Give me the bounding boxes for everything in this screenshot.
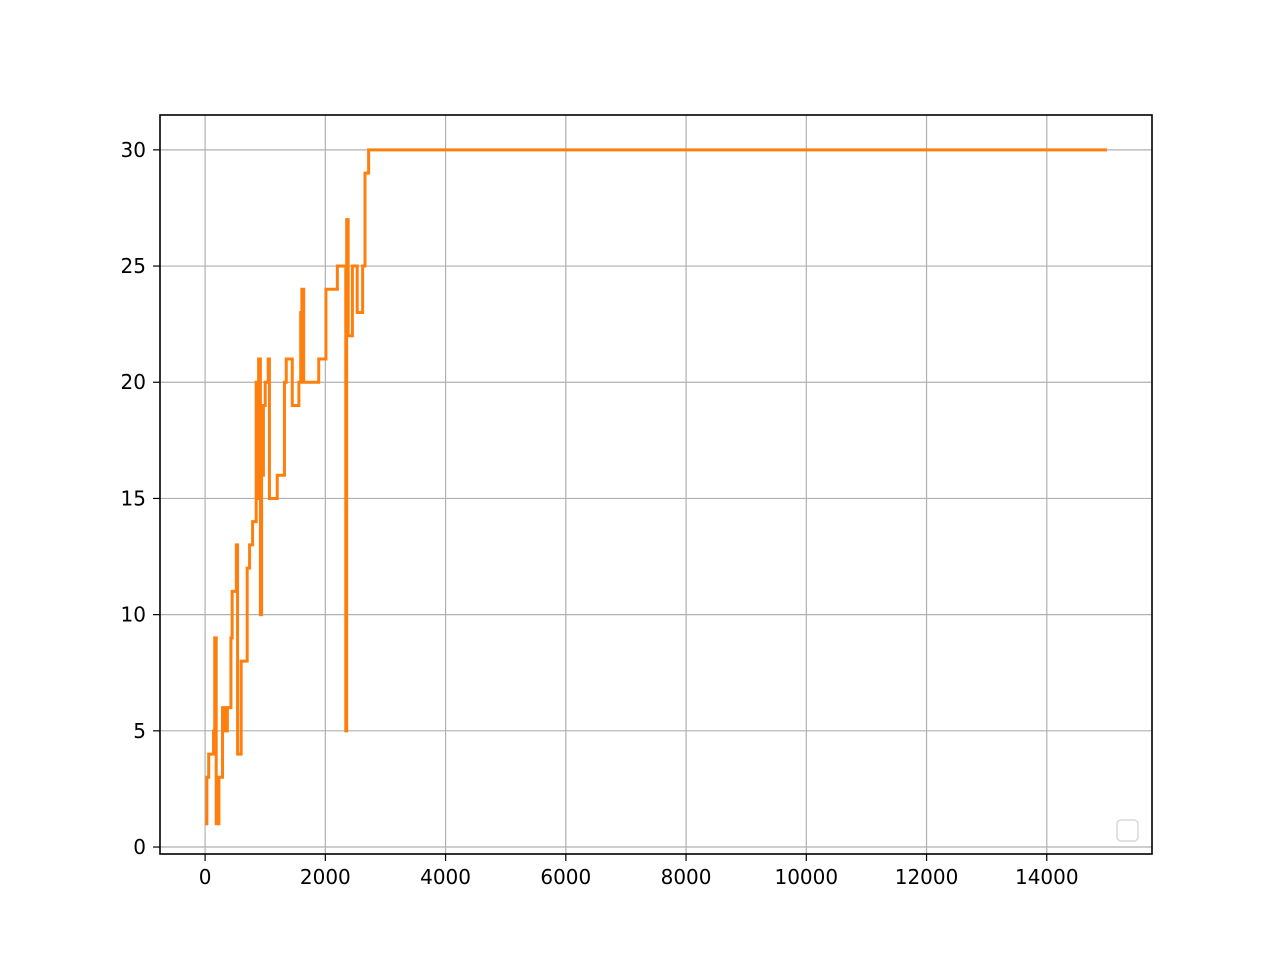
x-tick-label: 4000: [420, 865, 471, 889]
legend-box: [1116, 819, 1139, 842]
y-tick-label: 25: [121, 254, 146, 278]
x-tick-label: 14000: [1015, 865, 1079, 889]
y-tick-label: 15: [121, 486, 146, 510]
x-tick-label: 6000: [540, 865, 591, 889]
plot-frame: [159, 114, 1153, 855]
grid-layer: [160, 115, 1152, 854]
y-tick-label: 30: [121, 138, 146, 162]
x-tick-label: 8000: [661, 865, 712, 889]
series-layer: [205, 148, 1107, 826]
y-tick-label: 5: [133, 719, 146, 743]
series-line: [205, 148, 1107, 826]
x-tick-label: 2000: [300, 865, 351, 889]
y-tick-label: 20: [121, 370, 146, 394]
y-tick-label: 10: [121, 603, 146, 627]
x-tick-label: 10000: [774, 865, 838, 889]
axis-layer: 0 2000 4000 6000 8000 10000 12000 14000 0 5 10 15 20…: [121, 138, 1079, 889]
x-tick-label: 0: [199, 865, 212, 889]
x-tick-label: 12000: [895, 865, 959, 889]
y-tick-label: 0: [133, 835, 146, 859]
